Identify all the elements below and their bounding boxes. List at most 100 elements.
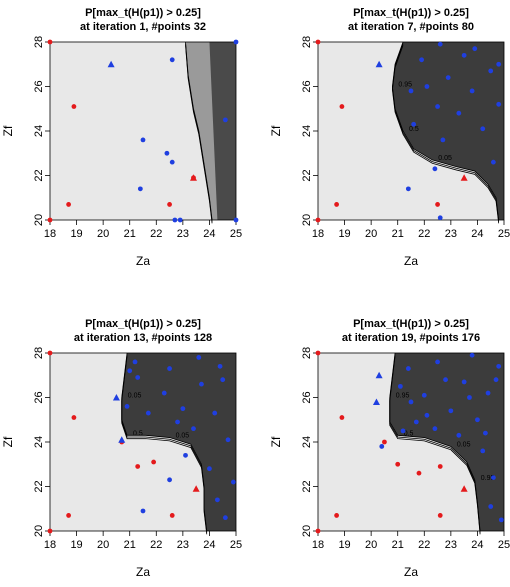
y-axis-label: Zf	[269, 436, 283, 447]
red-point	[334, 202, 339, 207]
blue-point	[437, 215, 443, 221]
panel-subtitle: at iteration 1, #points 32	[80, 21, 206, 33]
blue-triangle	[118, 436, 126, 443]
x-tick-label: 21	[392, 539, 404, 551]
red-point	[315, 350, 321, 356]
high-probability-region	[392, 42, 504, 220]
blue-point	[405, 186, 411, 192]
red-point	[435, 202, 440, 207]
high-probability-core	[209, 42, 236, 220]
blue-point	[124, 404, 130, 409]
x-tick-label: 20	[365, 228, 377, 240]
blue-point	[456, 110, 462, 116]
blue-point	[225, 437, 231, 443]
blue-point	[469, 88, 475, 94]
blue-point	[488, 68, 494, 74]
blue-point	[167, 477, 172, 483]
red-point	[47, 39, 53, 45]
red-point	[334, 513, 339, 518]
y-tick-label: 22	[301, 480, 313, 492]
blue-point	[220, 377, 226, 383]
red-triangle	[192, 485, 200, 492]
x-tick-label: 20	[97, 539, 109, 551]
blue-point	[480, 126, 486, 132]
blue-point	[127, 368, 133, 374]
y-tick-label: 22	[33, 480, 45, 492]
x-tick-label: 25	[230, 539, 242, 551]
contour-label: 0.05	[438, 155, 452, 162]
blue-point	[490, 159, 496, 165]
y-axis-label: Zf	[269, 125, 283, 136]
blue-point	[496, 101, 502, 107]
panel-subtitle: at iteration 7, #points 80	[348, 21, 474, 33]
x-axis-label: Za	[136, 565, 150, 579]
y-tick-label: 26	[33, 80, 45, 92]
red-triangle	[460, 174, 468, 181]
blue-point	[496, 61, 502, 67]
blue-point	[175, 419, 180, 425]
blue-triangle	[375, 371, 383, 379]
x-tick-label: 18	[44, 539, 56, 551]
x-tick-label: 18	[312, 228, 324, 240]
x-tick-label: 20	[365, 539, 377, 551]
blue-point	[432, 166, 438, 172]
blue-point	[183, 452, 188, 458]
red-point	[47, 528, 53, 534]
blue-point	[421, 392, 427, 398]
blue-point	[230, 479, 236, 485]
blue-point	[483, 430, 488, 436]
blue-point	[164, 150, 170, 156]
blue-point	[411, 121, 417, 127]
x-tick-label: 22	[150, 228, 162, 240]
contour-label: 0.95	[481, 475, 495, 482]
blue-point	[405, 366, 411, 371]
blue-point	[215, 497, 220, 503]
blue-triangle	[107, 60, 115, 68]
blue-point	[469, 352, 475, 358]
blue-point	[490, 475, 496, 480]
blue-point	[435, 359, 440, 365]
blue-point	[485, 390, 491, 396]
panel-subtitle: at iteration 13, #points 128	[74, 332, 212, 344]
x-axis-label: Za	[404, 565, 418, 579]
x-tick-label: 22	[418, 228, 430, 240]
blue-point	[432, 426, 438, 432]
y-tick-label: 24	[33, 436, 45, 448]
blue-point	[408, 88, 414, 94]
y-tick-label: 26	[301, 80, 313, 92]
blue-point	[461, 52, 467, 58]
x-axis-label: Za	[404, 254, 418, 268]
red-point	[167, 202, 172, 207]
y-tick-label: 20	[301, 525, 313, 537]
blue-point	[177, 217, 183, 223]
high-probability-region	[121, 353, 236, 531]
contour-label: 0.5	[133, 430, 143, 437]
panel-title: P[max_t(H(p1)) > 0.25]	[85, 318, 201, 330]
red-point	[47, 350, 53, 356]
blue-point	[172, 217, 178, 223]
chart-panel-2: P[max_t(H(p1)) > 0.25] at iteration 7, #p…	[269, 7, 510, 268]
blue-point	[222, 117, 228, 123]
contour-label: 0.95	[396, 393, 410, 400]
blue-triangle	[375, 60, 383, 68]
x-tick-label: 19	[70, 228, 82, 240]
red-triangle	[460, 485, 468, 492]
y-tick-label: 20	[301, 214, 313, 226]
blue-point	[180, 406, 186, 412]
x-tick-label: 23	[177, 539, 189, 551]
blue-point	[397, 383, 403, 389]
blue-point	[161, 390, 167, 396]
y-tick-label: 26	[33, 391, 45, 403]
y-tick-label: 20	[33, 525, 45, 537]
blue-point	[480, 448, 486, 454]
x-tick-label: 23	[445, 539, 457, 551]
y-tick-label: 28	[33, 347, 45, 359]
x-tick-label: 19	[338, 539, 350, 551]
blue-point	[419, 57, 425, 63]
blue-point	[445, 75, 451, 80]
blue-point	[448, 408, 454, 414]
x-tick-label: 23	[177, 228, 189, 240]
blue-point	[132, 359, 138, 365]
y-axis-label: Zf	[1, 436, 15, 447]
